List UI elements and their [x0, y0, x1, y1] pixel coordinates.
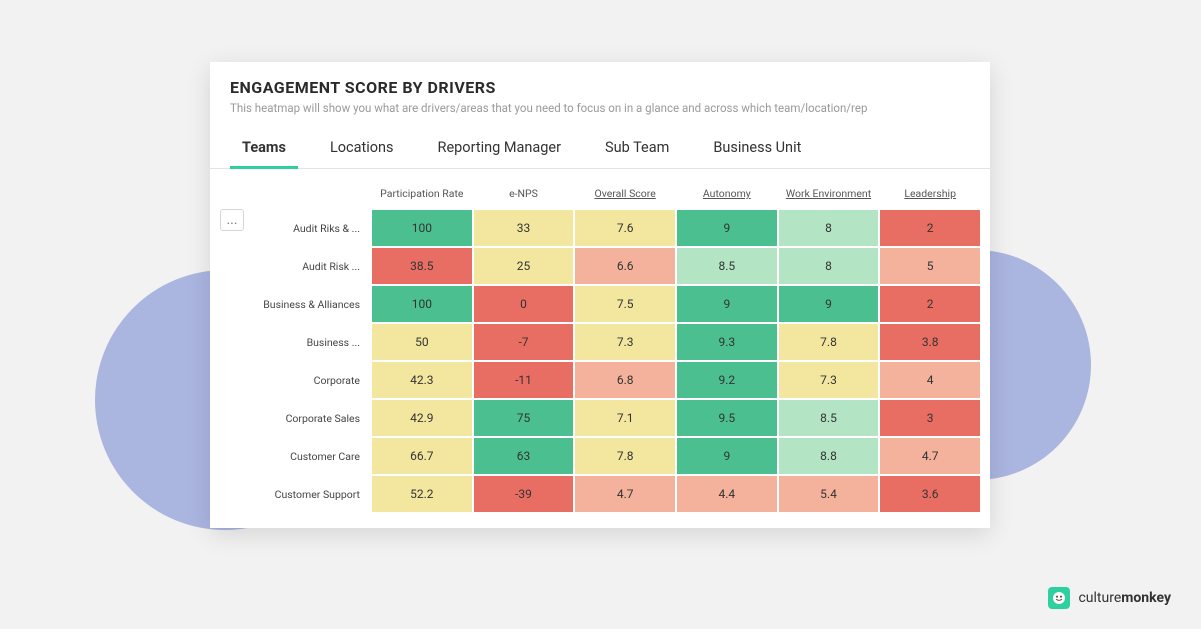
- heatmap-cell[interactable]: 3.8: [880, 324, 980, 360]
- table-row: Customer Care66.7637.898.84.7: [210, 438, 990, 474]
- heatmap-cell[interactable]: 9.2: [677, 362, 777, 398]
- heatmap-cell[interactable]: -39: [474, 476, 574, 512]
- tab-business-unit[interactable]: Business Unit: [691, 125, 823, 168]
- col-head-5[interactable]: Leadership: [880, 183, 980, 204]
- brand: culturemonkey: [1048, 587, 1171, 609]
- heatmap-cell[interactable]: 25: [474, 248, 574, 284]
- card-subtitle: This heatmap will show you what are driv…: [230, 101, 970, 115]
- heatmap-cell[interactable]: 33: [474, 210, 574, 246]
- heatmap-cell[interactable]: 42.9: [372, 400, 472, 436]
- row-label: Business & Alliances: [210, 298, 370, 311]
- tabs: TeamsLocationsReporting ManagerSub TeamB…: [210, 125, 990, 169]
- brand-name-part1: culture: [1078, 590, 1121, 606]
- col-head-3[interactable]: Autonomy: [677, 183, 777, 204]
- heatmap-cell[interactable]: 4.4: [677, 476, 777, 512]
- brand-text: culturemonkey: [1078, 590, 1171, 606]
- heatmap-cell[interactable]: 8: [779, 248, 879, 284]
- heatmap-cell[interactable]: 8: [779, 210, 879, 246]
- heatmap-cell[interactable]: 6.6: [575, 248, 675, 284]
- heatmap-cell[interactable]: 7.1: [575, 400, 675, 436]
- table-row: Corporate Sales42.9757.19.58.53: [210, 400, 990, 436]
- tab-reporting-manager[interactable]: Reporting Manager: [416, 125, 584, 168]
- heatmap-col-headers: Participation Ratee-NPSOverall ScoreAuto…: [210, 183, 990, 204]
- heatmap-cell[interactable]: -11: [474, 362, 574, 398]
- heatmap-cell[interactable]: 2: [880, 286, 980, 322]
- heatmap-cell[interactable]: 9.3: [677, 324, 777, 360]
- table-row: Audit Riks & ...100337.6982: [210, 210, 990, 246]
- heatmap-cell[interactable]: 52.2: [372, 476, 472, 512]
- engagement-card: ENGAGEMENT SCORE BY DRIVERS This heatmap…: [210, 62, 990, 528]
- heatmap-cell[interactable]: 100: [372, 286, 472, 322]
- heatmap-cell[interactable]: 7.8: [575, 438, 675, 474]
- brand-name-part2: monkey: [1121, 590, 1171, 606]
- card-header: ENGAGEMENT SCORE BY DRIVERS This heatmap…: [210, 62, 990, 125]
- tab-teams[interactable]: Teams: [220, 125, 308, 168]
- heatmap-cell[interactable]: 7.6: [575, 210, 675, 246]
- heatmap-cell[interactable]: 4.7: [575, 476, 675, 512]
- row-label: Corporate: [210, 374, 370, 387]
- heatmap-cell[interactable]: 100: [372, 210, 472, 246]
- heatmap-cell[interactable]: 3.6: [880, 476, 980, 512]
- heatmap-cell[interactable]: 8.5: [779, 400, 879, 436]
- heatmap-cell[interactable]: -7: [474, 324, 574, 360]
- heatmap-cell[interactable]: 5: [880, 248, 980, 284]
- heatmap-cell[interactable]: 9: [779, 286, 879, 322]
- heatmap-cell[interactable]: 9.5: [677, 400, 777, 436]
- heatmap-cell[interactable]: 5.4: [779, 476, 879, 512]
- heatmap-cell[interactable]: 42.3: [372, 362, 472, 398]
- heatmap-cell[interactable]: 0: [474, 286, 574, 322]
- heatmap-cell[interactable]: 4: [880, 362, 980, 398]
- heatmap-cell[interactable]: 7.3: [575, 324, 675, 360]
- heatmap-cell[interactable]: 8.8: [779, 438, 879, 474]
- row-label: Audit Risk ...: [210, 260, 370, 273]
- heatmap-cell[interactable]: 4.7: [880, 438, 980, 474]
- heatmap-cell[interactable]: 2: [880, 210, 980, 246]
- tab-locations[interactable]: Locations: [308, 125, 416, 168]
- heatmap-cell[interactable]: 6.8: [575, 362, 675, 398]
- table-row: Customer Support52.2-394.74.45.43.6: [210, 476, 990, 512]
- col-head-1: e-NPS: [474, 183, 574, 204]
- row-label: Customer Support: [210, 488, 370, 501]
- tab-sub-team[interactable]: Sub Team: [583, 125, 691, 168]
- table-row: Corporate42.3-116.89.27.34: [210, 362, 990, 398]
- heatmap-cell[interactable]: 7.3: [779, 362, 879, 398]
- heatmap-cell[interactable]: 3: [880, 400, 980, 436]
- heatmap-cell[interactable]: 9: [677, 210, 777, 246]
- heatmap-rows: Audit Riks & ...100337.6982Audit Risk ..…: [210, 210, 990, 512]
- col-head-2[interactable]: Overall Score: [575, 183, 675, 204]
- heatmap-cell[interactable]: 9: [677, 286, 777, 322]
- heatmap-cell[interactable]: 7.8: [779, 324, 879, 360]
- heatmap-cell[interactable]: 66.7: [372, 438, 472, 474]
- heatmap-cell[interactable]: 8.5: [677, 248, 777, 284]
- row-options-button[interactable]: ...: [220, 209, 244, 231]
- col-head-0: Participation Rate: [372, 183, 472, 204]
- heatmap-cell[interactable]: 7.5: [575, 286, 675, 322]
- row-label: Corporate Sales: [210, 412, 370, 425]
- row-label: Business ...: [210, 336, 370, 349]
- heatmap-cell[interactable]: 63: [474, 438, 574, 474]
- brand-icon: [1048, 587, 1070, 609]
- row-label: Customer Care: [210, 450, 370, 463]
- heatmap-cell[interactable]: 75: [474, 400, 574, 436]
- table-row: Business ...50-77.39.37.83.8: [210, 324, 990, 360]
- table-row: Business & Alliances10007.5992: [210, 286, 990, 322]
- heatmap: ... Participation Ratee-NPSOverall Score…: [210, 169, 990, 528]
- heatmap-cell[interactable]: 38.5: [372, 248, 472, 284]
- col-head-4[interactable]: Work Environment: [779, 183, 879, 204]
- header-spacer: [210, 183, 370, 204]
- heatmap-cell[interactable]: 9: [677, 438, 777, 474]
- table-row: Audit Risk ...38.5256.68.585: [210, 248, 990, 284]
- heatmap-cell[interactable]: 50: [372, 324, 472, 360]
- card-title: ENGAGEMENT SCORE BY DRIVERS: [230, 78, 970, 97]
